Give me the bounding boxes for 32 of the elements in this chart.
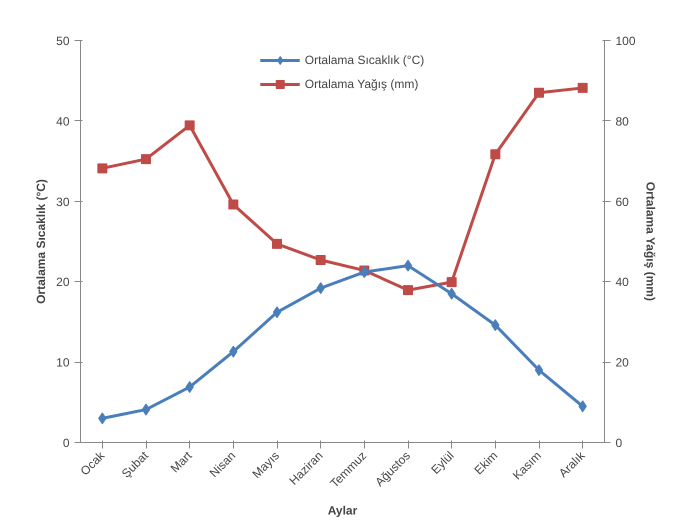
point <box>272 306 282 318</box>
y-tick-label: 50 <box>56 34 70 48</box>
point <box>534 88 544 98</box>
point <box>403 285 413 296</box>
point <box>446 277 457 288</box>
point <box>578 82 588 93</box>
point <box>97 163 108 174</box>
y2-axis-title: Ortalama Yağış (mm) <box>644 182 658 301</box>
legend-label: Ortalama Yağış (mm) <box>304 77 418 91</box>
y2-tick-label: 0 <box>616 436 622 450</box>
y-axis-title: Ortalama Sıcaklık (°C) <box>34 179 48 304</box>
point <box>272 238 282 249</box>
point <box>316 254 326 265</box>
point <box>228 200 238 210</box>
legend-label: Ortalama Sıcaklık (°C) <box>304 53 424 67</box>
y-tick-label: 40 <box>56 114 70 128</box>
y2-tick-label: 100 <box>616 34 636 48</box>
y-tick-label: 20 <box>56 275 70 290</box>
y2-tick-label: 80 <box>616 114 630 128</box>
point <box>184 120 195 130</box>
point <box>490 149 500 160</box>
point <box>142 404 150 416</box>
y2-tick-label: 60 <box>616 194 630 209</box>
y-tick-label: 10 <box>56 356 70 370</box>
x-axis-title: Aylar <box>328 503 358 518</box>
y-tick-label: 0 <box>62 436 70 450</box>
y2-tick-label: 20 <box>616 356 630 370</box>
point <box>534 364 544 376</box>
point <box>404 260 412 272</box>
point <box>141 154 151 164</box>
y-tick-label: 30 <box>56 194 70 209</box>
y2-tick-label: 40 <box>616 275 630 290</box>
